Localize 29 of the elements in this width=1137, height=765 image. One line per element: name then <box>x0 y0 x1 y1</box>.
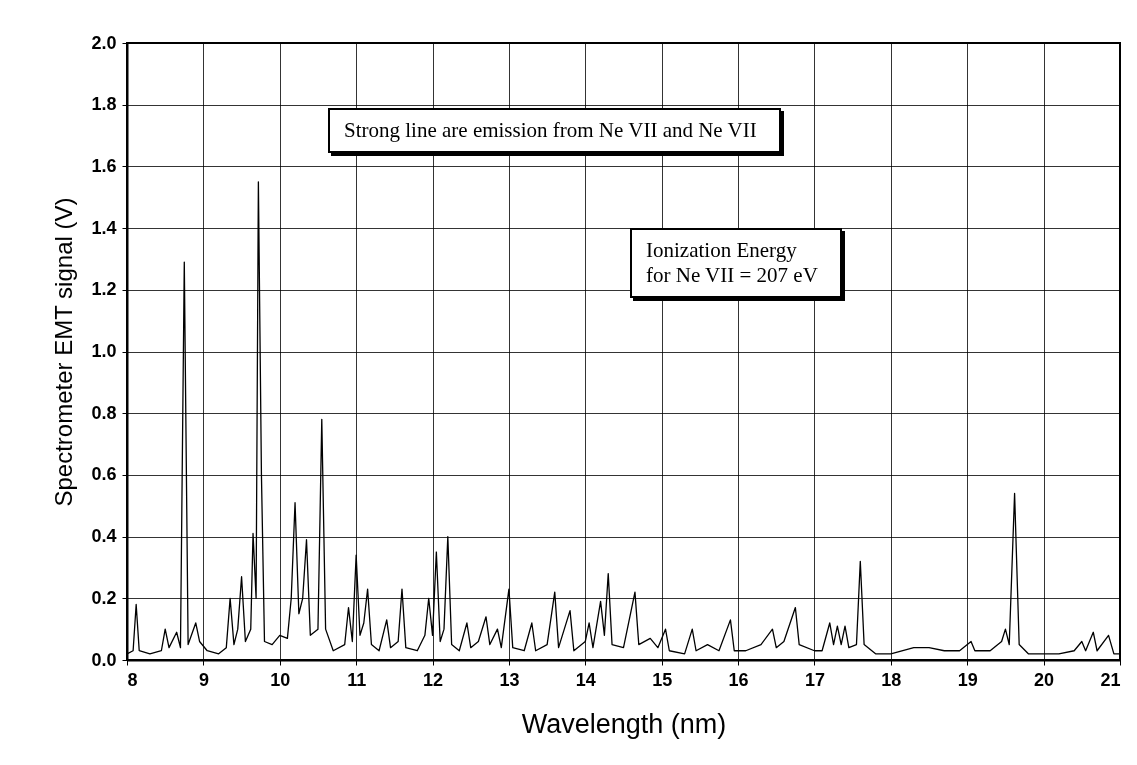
x-axis-title: Wavelength (nm) <box>521 708 727 739</box>
x-tick-label: 9 <box>198 669 209 690</box>
annotation: Strong line are emission from Ne VII and Ne VII <box>328 108 781 154</box>
x-tick-label: 15 <box>652 669 673 690</box>
x-tick-label: 11 <box>347 669 367 690</box>
x-tick-label: 14 <box>575 669 596 690</box>
y-tick-label: 0.2 <box>91 587 117 608</box>
annotation: Ionization Energy for Ne VII = 207 eV <box>630 228 842 299</box>
y-tick-label: 0.6 <box>91 464 117 485</box>
x-tick-label: 21 <box>1100 669 1121 690</box>
y-tick-label: 0.0 <box>91 649 117 670</box>
y-tick-label: 1.0 <box>91 341 117 361</box>
y-tick-label: 2.0 <box>91 32 117 53</box>
y-tick-label: 1.2 <box>91 279 117 300</box>
x-tick-label: 13 <box>499 669 520 690</box>
x-tick-label: 10 <box>270 669 291 690</box>
y-axis-title: Spectrometer EMT signal (V) <box>50 197 78 507</box>
y-tick-label: 1.8 <box>91 94 117 115</box>
x-tick-label: 20 <box>1034 669 1055 690</box>
y-tick-label: 0.4 <box>91 526 117 547</box>
x-tick-label: 19 <box>957 669 978 690</box>
x-tick-label: 17 <box>804 669 825 690</box>
x-tick-label: 12 <box>423 669 444 690</box>
x-tick-label: 18 <box>881 669 902 690</box>
x-tick-label: 16 <box>728 669 749 690</box>
y-tick-label: 1.6 <box>91 155 117 176</box>
x-tick-label: 8 <box>127 669 138 690</box>
y-tick-label: 1.4 <box>91 217 117 238</box>
y-tick-label: 0.8 <box>91 402 117 423</box>
